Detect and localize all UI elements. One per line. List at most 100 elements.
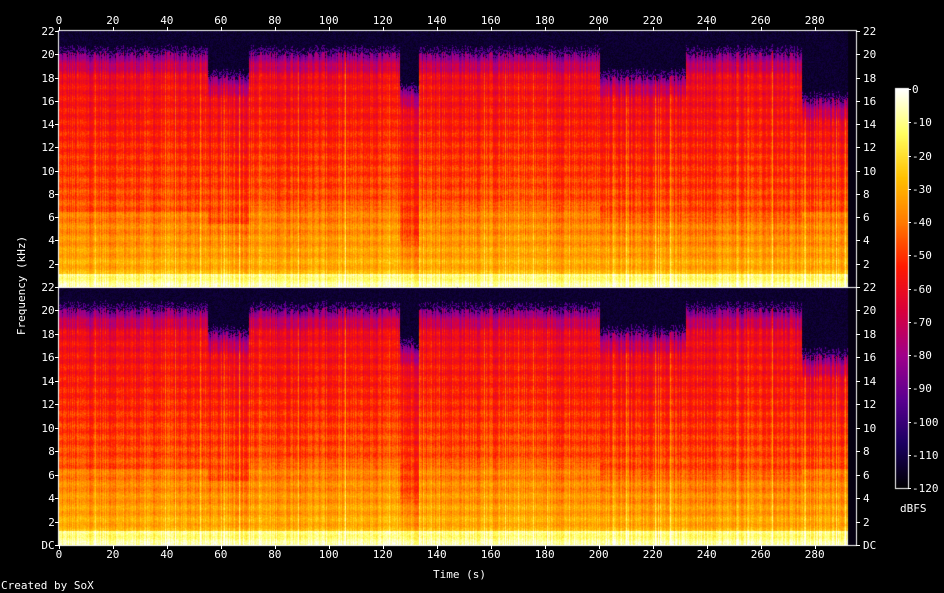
y-tick-label-right: 16 [863, 95, 877, 108]
y-tick-label-right: 16 [863, 351, 877, 364]
colorbar-tick-mark [908, 388, 911, 389]
x-tick-mark-top [221, 27, 222, 31]
y-tick-label-right: DC [863, 539, 877, 552]
y-tick-label-right: 20 [863, 48, 877, 61]
y-tick-mark-right [856, 101, 860, 102]
x-tick-label-top: 60 [214, 14, 228, 27]
colorbar-tick-label: -110 [912, 449, 939, 462]
x-tick-label-top: 120 [372, 14, 393, 27]
y-tick-mark-left [55, 264, 59, 265]
x-tick-mark-bottom [599, 545, 600, 549]
y-tick-label-right: 10 [863, 422, 877, 435]
x-tick-label-top: 160 [480, 14, 501, 27]
y-tick-label-left: 8 [48, 445, 55, 458]
y-tick-mark-left [55, 287, 59, 288]
x-tick-label-bottom: 240 [696, 548, 717, 561]
colorbar-tick-label: -70 [912, 316, 932, 329]
colorbar-tick-mark [908, 355, 911, 356]
y-tick-label-left: 10 [41, 422, 55, 435]
y-tick-label-right: 2 [863, 516, 870, 529]
x-tick-label-bottom: 100 [318, 548, 339, 561]
y-tick-label-right: 6 [863, 469, 870, 482]
y-tick-mark-right [856, 240, 860, 241]
y-tick-mark-right [856, 357, 860, 358]
y-tick-mark-left [55, 381, 59, 382]
colorbar-tick-label: -50 [912, 249, 932, 262]
x-tick-mark-bottom [275, 545, 276, 549]
x-tick-mark-bottom [221, 545, 222, 549]
x-tick-label-bottom: 140 [426, 548, 447, 561]
x-tick-mark-bottom [383, 545, 384, 549]
x-tick-mark-top [113, 27, 114, 31]
y-tick-mark-left [55, 31, 59, 32]
colorbar-tick-mark [908, 189, 911, 190]
y-tick-mark-right [856, 78, 860, 79]
x-tick-mark-top [815, 27, 816, 31]
x-tick-label-bottom: 180 [534, 548, 555, 561]
x-tick-label-bottom: 220 [642, 548, 663, 561]
colorbar-tick-mark [908, 289, 911, 290]
y-tick-label-left: 22 [41, 25, 55, 38]
x-tick-label-top: 40 [160, 14, 174, 27]
x-tick-mark-top [437, 27, 438, 31]
y-tick-mark-right [856, 54, 860, 55]
colorbar-tick-mark [908, 455, 911, 456]
y-tick-label-right: 14 [863, 118, 877, 131]
x-tick-mark-bottom [653, 545, 654, 549]
colorbar-label: dBFS [900, 502, 927, 515]
y-tick-label-right: 2 [863, 258, 870, 271]
y-tick-mark-left [55, 101, 59, 102]
x-tick-mark-bottom [491, 545, 492, 549]
x-tick-label-top: 180 [534, 14, 555, 27]
y-tick-label-left: 10 [41, 165, 55, 178]
x-tick-label-bottom: 200 [588, 548, 609, 561]
y-tick-mark-right [856, 334, 860, 335]
x-tick-label-bottom: 80 [268, 548, 282, 561]
y-tick-mark-left [55, 78, 59, 79]
y-tick-label-left: 16 [41, 351, 55, 364]
y-tick-mark-right [856, 498, 860, 499]
y-tick-mark-left [55, 475, 59, 476]
colorbar-tick-mark [908, 156, 911, 157]
y-tick-mark-right [856, 310, 860, 311]
x-tick-label-bottom: 20 [106, 548, 120, 561]
x-tick-mark-bottom [167, 545, 168, 549]
y-tick-label-left: 4 [48, 234, 55, 247]
y-tick-label-left: 6 [48, 469, 55, 482]
y-tick-label-left: 6 [48, 211, 55, 224]
x-tick-label-top: 200 [588, 14, 609, 27]
y-tick-label-left: 20 [41, 304, 55, 317]
x-tick-mark-top [59, 27, 60, 31]
colorbar-tick-label: -60 [912, 283, 932, 296]
y-tick-label-left: 14 [41, 118, 55, 131]
x-tick-mark-bottom [545, 545, 546, 549]
y-tick-mark-right [856, 31, 860, 32]
x-tick-label-bottom: 280 [804, 548, 825, 561]
colorbar-tick-label: 0 [912, 83, 919, 96]
colorbar-tick-label: -40 [912, 216, 932, 229]
x-tick-mark-bottom [761, 545, 762, 549]
y-tick-mark-right [856, 475, 860, 476]
x-tick-mark-bottom [113, 545, 114, 549]
y-tick-label-right: 12 [863, 141, 877, 154]
x-axis-label: Time (s) [433, 568, 486, 581]
y-tick-mark-left [55, 217, 59, 218]
y-tick-mark-right [856, 194, 860, 195]
y-tick-label-right: 12 [863, 398, 877, 411]
x-tick-mark-top [329, 27, 330, 31]
x-tick-mark-top [491, 27, 492, 31]
y-tick-label-left: 8 [48, 188, 55, 201]
x-tick-label-top: 220 [642, 14, 663, 27]
x-tick-label-top: 100 [318, 14, 339, 27]
y-tick-label-right: 22 [863, 281, 877, 294]
y-tick-label-right: 22 [863, 25, 877, 38]
x-tick-label-bottom: 60 [214, 548, 228, 561]
y-tick-mark-right [856, 404, 860, 405]
x-tick-mark-bottom [329, 545, 330, 549]
y-tick-label-right: 14 [863, 375, 877, 388]
y-tick-mark-left [55, 404, 59, 405]
y-tick-mark-left [55, 357, 59, 358]
credit-text: Created by SoX [1, 579, 94, 592]
y-tick-mark-left [55, 54, 59, 55]
